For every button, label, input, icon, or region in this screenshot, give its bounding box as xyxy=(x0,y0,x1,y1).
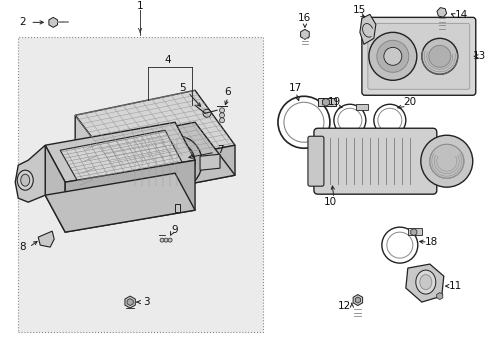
Polygon shape xyxy=(75,90,235,168)
FancyBboxPatch shape xyxy=(313,128,436,194)
Ellipse shape xyxy=(161,143,195,181)
Bar xyxy=(355,104,367,110)
Polygon shape xyxy=(200,154,220,170)
Ellipse shape xyxy=(20,174,30,186)
Text: 20: 20 xyxy=(403,97,416,107)
FancyBboxPatch shape xyxy=(361,17,475,95)
Bar xyxy=(317,98,335,106)
Polygon shape xyxy=(45,145,65,232)
Polygon shape xyxy=(75,122,235,198)
Text: 5: 5 xyxy=(179,83,185,93)
Text: 12: 12 xyxy=(338,301,351,311)
Polygon shape xyxy=(60,130,182,182)
FancyBboxPatch shape xyxy=(307,136,323,186)
Circle shape xyxy=(420,135,472,187)
Polygon shape xyxy=(45,122,195,182)
Circle shape xyxy=(168,238,172,242)
Bar xyxy=(18,37,263,332)
Text: 8: 8 xyxy=(19,242,25,252)
Polygon shape xyxy=(38,231,54,247)
Polygon shape xyxy=(405,264,443,302)
Circle shape xyxy=(219,113,224,118)
Polygon shape xyxy=(359,14,375,44)
Text: 6: 6 xyxy=(224,87,231,97)
Text: 16: 16 xyxy=(298,13,311,23)
Circle shape xyxy=(368,32,416,80)
Ellipse shape xyxy=(419,275,431,289)
Text: 17: 17 xyxy=(288,83,301,93)
Text: 18: 18 xyxy=(424,237,438,247)
Text: 1: 1 xyxy=(137,1,143,12)
Circle shape xyxy=(429,144,463,178)
Polygon shape xyxy=(65,160,195,232)
Text: 3: 3 xyxy=(142,297,149,307)
Text: 2: 2 xyxy=(19,17,25,27)
Polygon shape xyxy=(15,145,45,202)
Polygon shape xyxy=(115,145,235,198)
Circle shape xyxy=(428,45,450,67)
Circle shape xyxy=(376,40,408,72)
Circle shape xyxy=(160,238,164,242)
Text: 4: 4 xyxy=(164,55,171,65)
Polygon shape xyxy=(45,173,195,232)
Text: 10: 10 xyxy=(323,197,336,207)
Circle shape xyxy=(219,118,224,123)
Circle shape xyxy=(164,238,168,242)
Bar xyxy=(407,228,421,235)
FancyBboxPatch shape xyxy=(367,23,469,89)
Text: 13: 13 xyxy=(472,51,486,61)
Text: 11: 11 xyxy=(448,281,462,291)
Text: 14: 14 xyxy=(454,10,468,21)
Ellipse shape xyxy=(17,170,33,190)
Circle shape xyxy=(203,109,211,117)
Ellipse shape xyxy=(415,270,435,294)
Bar xyxy=(175,204,180,212)
Circle shape xyxy=(421,38,457,74)
Circle shape xyxy=(383,47,401,65)
Text: 7: 7 xyxy=(216,145,223,155)
Circle shape xyxy=(219,108,224,113)
Text: 15: 15 xyxy=(352,5,366,15)
Text: 9: 9 xyxy=(171,225,178,235)
Polygon shape xyxy=(75,115,115,198)
Text: 19: 19 xyxy=(327,97,341,107)
Ellipse shape xyxy=(154,136,202,188)
